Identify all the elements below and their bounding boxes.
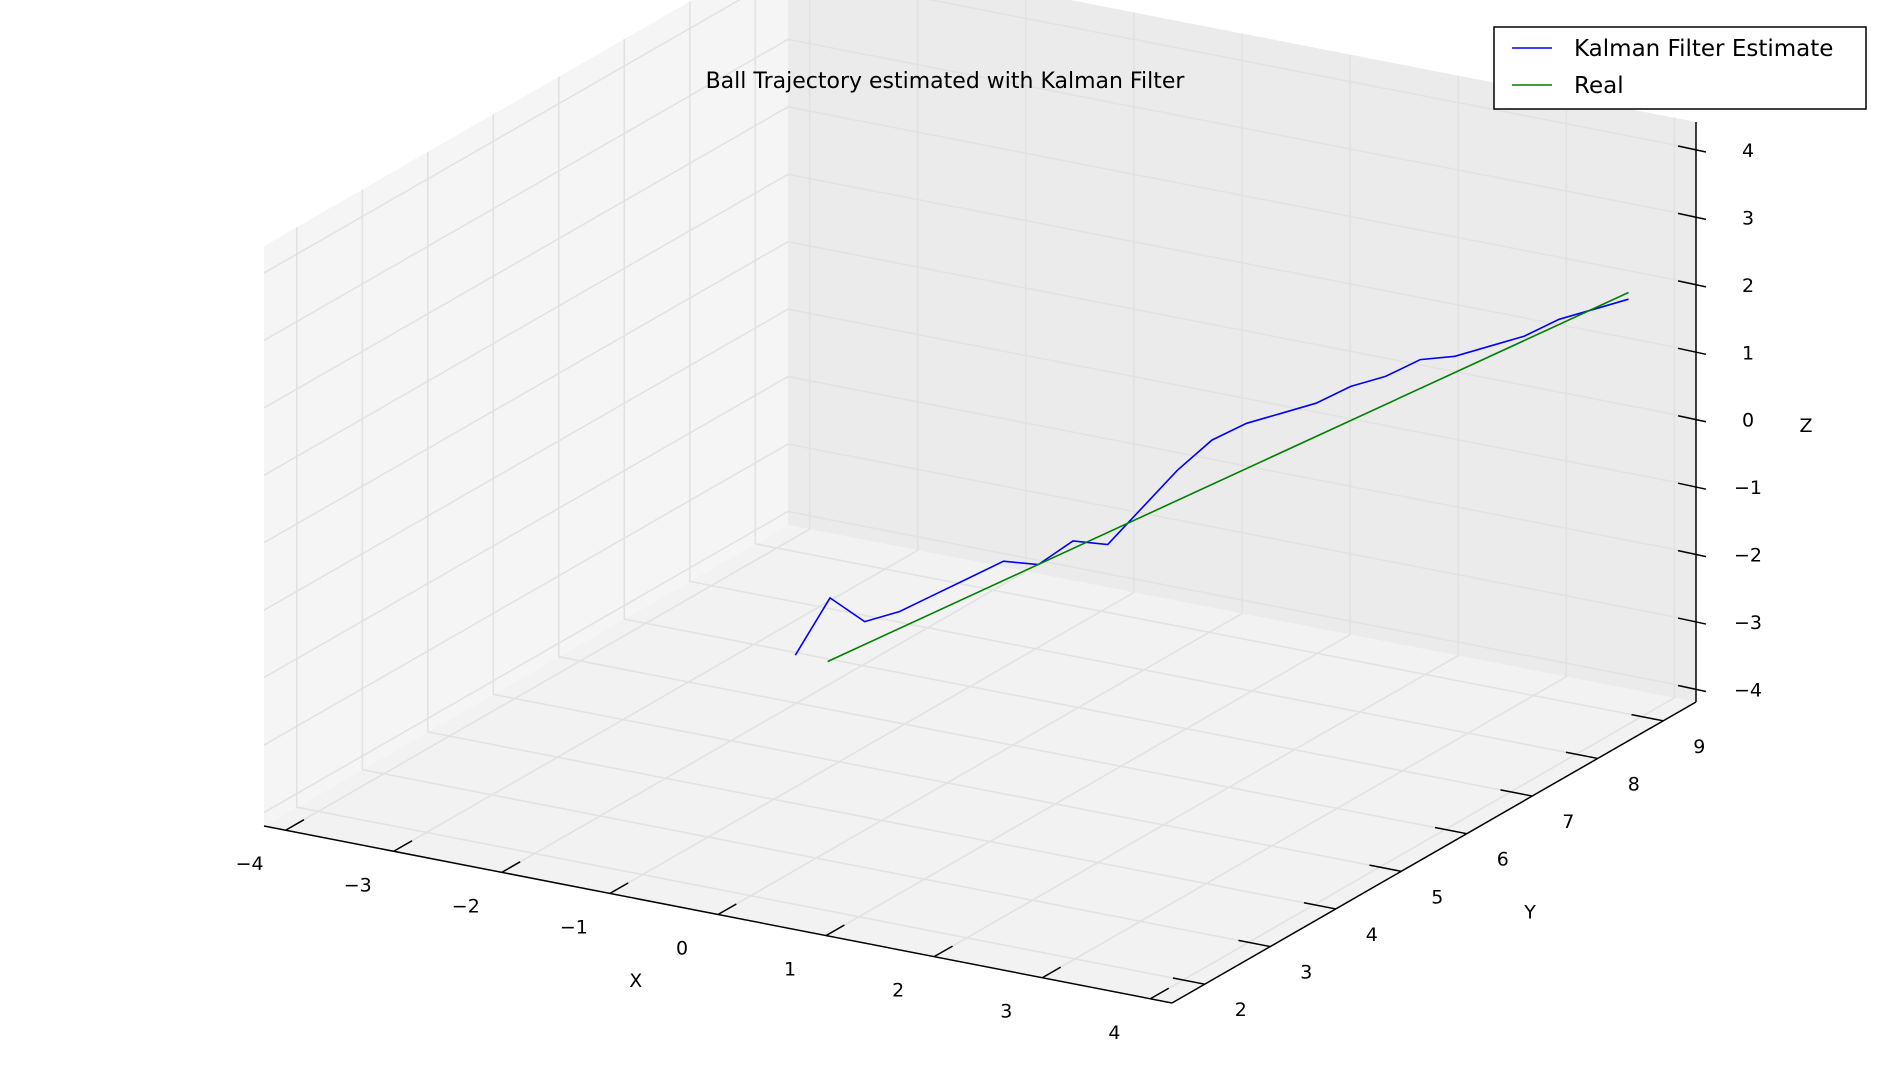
- y-axis-line: [1171, 701, 1697, 1004]
- x-tick-label: −2: [452, 895, 480, 917]
- undefined: [426, 151, 1336, 910]
- legend-label-kalman: Kalman Filter Estimate: [1574, 36, 1833, 62]
- z-tick: [1677, 415, 1707, 423]
- z-tick: [1677, 145, 1707, 153]
- undefined: [717, 33, 1243, 916]
- y-tick-label: 2: [1235, 999, 1247, 1021]
- z-tick-label: −3: [1734, 612, 1762, 634]
- z-tick: [1677, 684, 1707, 693]
- z-tick-label: −4: [1734, 680, 1762, 702]
- z-tick-label: 2: [1742, 275, 1754, 297]
- series-layer: [794, 291, 1629, 663]
- z-tick-label: −2: [1734, 545, 1762, 567]
- x-tick-label: 0: [676, 938, 688, 960]
- z-tick-label: 4: [1742, 140, 1754, 162]
- y-tick: [1238, 939, 1271, 948]
- undefined: [1041, 96, 1568, 979]
- undefined: [263, 375, 1697, 679]
- undefined: [263, 173, 1697, 476]
- x-tick-label: 3: [1000, 1001, 1012, 1023]
- x-tick-label: −1: [560, 916, 588, 938]
- undefined: [295, 227, 1205, 985]
- z-tick: [1677, 482, 1707, 490]
- x-tick: [285, 819, 305, 831]
- x-tick: [717, 903, 737, 916]
- y-tick: [1172, 977, 1205, 985]
- series-real: [827, 291, 1629, 663]
- z-tick-label: 3: [1742, 207, 1754, 229]
- undefined: [263, 308, 1697, 611]
- z-tick: [1677, 212, 1707, 221]
- y-tick-label: 9: [1693, 736, 1705, 758]
- legend-frame: [1493, 26, 1867, 110]
- x-tick: [1150, 987, 1170, 1000]
- undefined: [609, 12, 1135, 895]
- undefined: [361, 189, 1271, 948]
- x-tick: [393, 840, 413, 852]
- x-tick: [825, 924, 845, 937]
- undefined: [263, 443, 1697, 746]
- pane-left: [264, 0, 788, 826]
- y-tick-label: 8: [1628, 773, 1640, 795]
- undefined: [557, 76, 1467, 835]
- z-tick-label: 1: [1742, 342, 1754, 364]
- undefined: [492, 114, 1402, 873]
- undefined: [1150, 117, 1676, 1000]
- y-axis-label: Y: [1523, 902, 1536, 924]
- undefined: [688, 1, 1598, 760]
- y-tick: [1369, 864, 1402, 873]
- undefined: [263, 510, 1697, 814]
- z-tick: [1677, 549, 1707, 558]
- x-axis-label: X: [629, 970, 642, 992]
- y-tick-label: 5: [1431, 886, 1443, 908]
- y-tick: [1434, 826, 1467, 835]
- undefined: [263, 106, 1697, 409]
- gridlines: [263, 0, 1697, 1000]
- x-tick: [609, 882, 629, 895]
- y-tick: [1500, 789, 1533, 797]
- y-tick: [1303, 902, 1336, 910]
- undefined: [825, 54, 1351, 937]
- undefined: [933, 75, 1459, 958]
- undefined: [393, 0, 919, 852]
- z-tick-label: −1: [1734, 477, 1762, 499]
- y-tick-label: 7: [1562, 811, 1574, 833]
- x-tick-label: −4: [236, 853, 264, 875]
- chart-title: Ball Trajectory estimated with Kalman Fi…: [706, 69, 1186, 94]
- series-kalman-estimate: [794, 298, 1629, 656]
- z-tick-label: 0: [1742, 410, 1754, 432]
- x-tick-label: 1: [784, 959, 796, 981]
- z-axis-label: Z: [1799, 415, 1812, 437]
- undefined: [263, 38, 1697, 342]
- undefined: [263, 240, 1697, 544]
- z-tick: [1677, 617, 1707, 625]
- undefined: [501, 0, 1027, 874]
- y-tick: [1631, 713, 1664, 722]
- x-tick-label: 2: [892, 980, 904, 1002]
- x-tick: [1041, 966, 1061, 979]
- y-tick-label: 6: [1497, 849, 1509, 871]
- x-tick: [933, 945, 953, 958]
- undefined: [263, 0, 1697, 274]
- x-tick-label: −3: [344, 874, 372, 896]
- legend-label-real: Real: [1574, 73, 1624, 99]
- y-tick-label: 4: [1366, 924, 1378, 946]
- undefined: [754, 0, 1664, 722]
- undefined: [285, 0, 811, 831]
- z-tick: [1677, 347, 1707, 356]
- legend: Kalman Filter Estimate Real: [1493, 26, 1867, 110]
- axes: −4 −3 −2 −1 0 1 2 3 4 2 3 4 5 6 7 8 9 −4 −3 −2 −1 0 1 2 3 4 X Y Z: [236, 122, 1813, 1044]
- x-tick: [501, 861, 521, 874]
- y-tick: [1565, 751, 1598, 760]
- undefined: [623, 39, 1533, 797]
- y-tick-label: 3: [1300, 962, 1312, 984]
- x-tick-label: 4: [1108, 1022, 1120, 1044]
- z-tick: [1677, 280, 1707, 288]
